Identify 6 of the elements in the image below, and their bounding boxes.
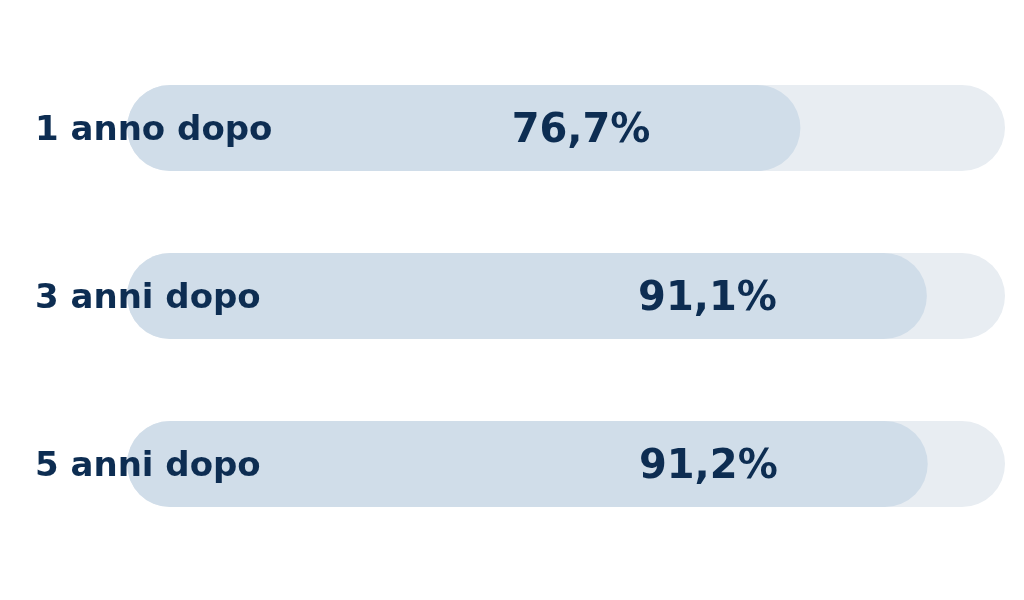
y-tick-label: 3 anni dopo bbox=[35, 276, 261, 316]
data-label: 76,7% bbox=[511, 105, 651, 151]
data-label: 91,1% bbox=[638, 273, 777, 319]
y-tick-label: 1 anno dopo bbox=[35, 108, 273, 148]
data-label: 91,2% bbox=[638, 441, 778, 487]
y-tick-label: 5 anni dopo bbox=[35, 444, 261, 484]
